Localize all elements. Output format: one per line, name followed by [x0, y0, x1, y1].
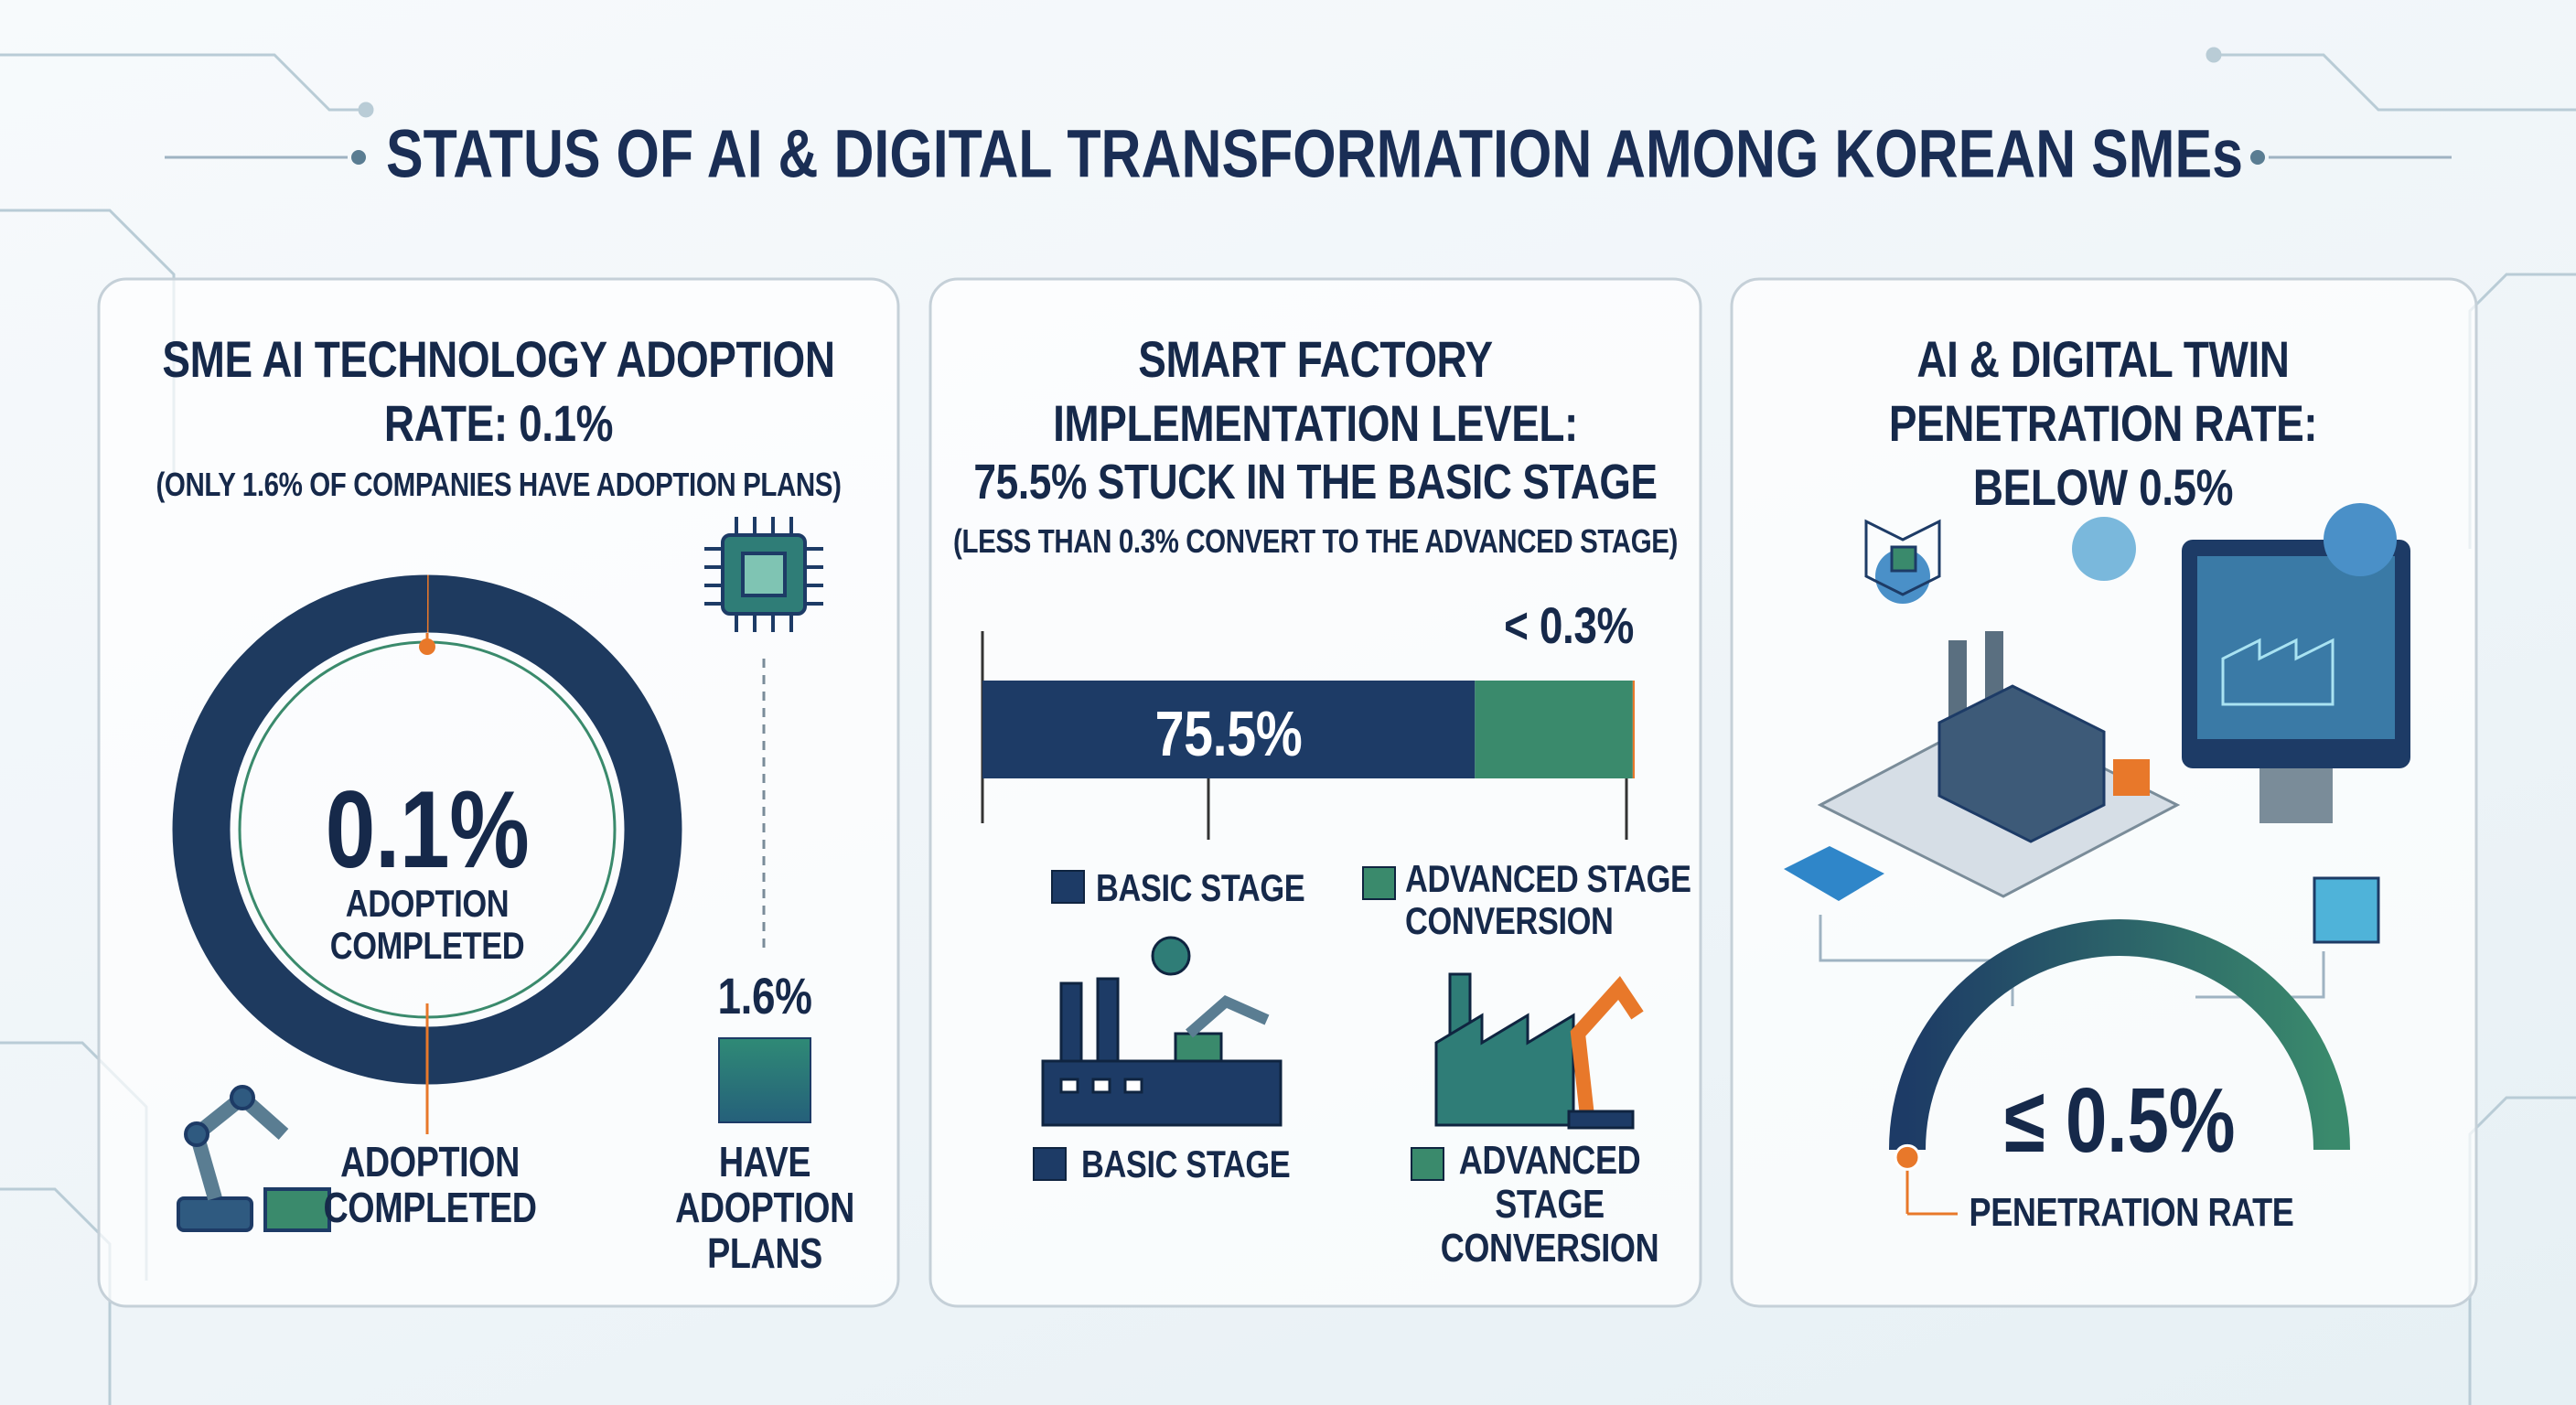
- legend-label: BASIC STAGE: [1096, 866, 1305, 909]
- advanced-factory-icon: [1434, 972, 1644, 1130]
- gauge-track: [1889, 919, 2350, 1151]
- legend-label: ADVANCED STAGE CONVERSION: [1440, 1138, 1659, 1271]
- legend-swatch: [1411, 1147, 1444, 1181]
- legend-swatch: [1051, 870, 1085, 904]
- gauge-marker: [1894, 1143, 1921, 1171]
- circuit-decor: [0, 47, 2576, 1405]
- category-label: HAVE ADOPTION PLANS: [675, 1138, 854, 1277]
- title-decor: [165, 150, 2452, 165]
- category-label: ADOPTION COMPLETED: [323, 1138, 537, 1231]
- panel-title: SME AI TECHNOLOGY ADOPTION RATE: 0.1%: [162, 330, 835, 452]
- legend-swatch: [1033, 1147, 1067, 1181]
- legend-label: ADVANCED STAGE CONVERSION: [1405, 857, 1691, 942]
- donut-center-label: ADOPTION COMPLETED: [329, 882, 525, 967]
- legend-swatch: [1362, 866, 1396, 900]
- panel-title: AI & DIGITAL TWIN PENETRATION RATE: BELO…: [1888, 330, 2318, 516]
- bar-segment: [1475, 681, 1633, 778]
- gauge-label: PENETRATION RATE: [1969, 1190, 2294, 1235]
- panel-title: SMART FACTORY IMPLEMENTATION LEVEL:: [1053, 330, 1578, 452]
- gauge-value-label: ≤ 0.5%: [2003, 1069, 2236, 1172]
- pointer-dot: [419, 638, 435, 655]
- chip-icon: [704, 517, 823, 951]
- legend-label: BASIC STAGE: [1081, 1142, 1291, 1185]
- plan-bar: [718, 1037, 811, 1123]
- main-title: STATUS OF AI & DIGITAL TRANSFORMATION AM…: [386, 116, 2243, 192]
- robot-arm-icon: [177, 1085, 331, 1232]
- factory-icon: [1041, 936, 1283, 1127]
- panel-subtitle: (ONLY 1.6% OF COMPANIES HAVE ADOPTION PL…: [156, 466, 842, 503]
- bar-value-label: 75.5%: [1154, 698, 1303, 769]
- donut-value-label: 0.1%: [325, 768, 530, 891]
- panel-note: (LESS THAN 0.3% CONVERT TO THE ADVANCED …: [953, 522, 1678, 560]
- bar-value-label: 1.6%: [717, 967, 812, 1024]
- bar-segment: [982, 681, 1476, 778]
- bar-value-label: < 0.3%: [1504, 596, 1634, 654]
- digital-twin-illustration: [1784, 503, 2410, 1006]
- bar-segment: [1632, 681, 1635, 778]
- panel-subtitle: 75.5% STUCK IN THE BASIC STAGE: [973, 455, 1658, 509]
